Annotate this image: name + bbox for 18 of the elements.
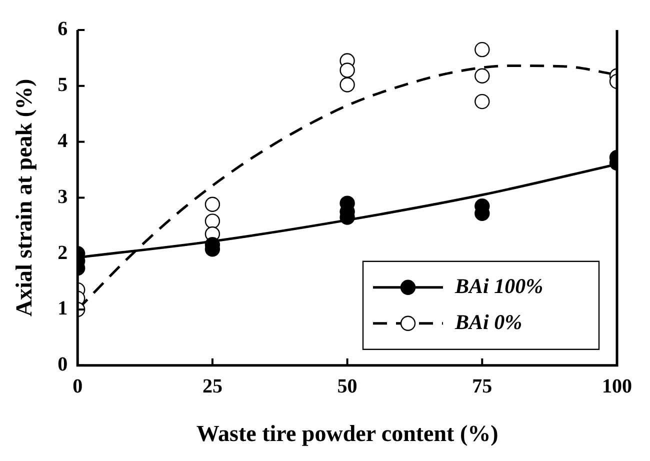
y-tick-label: 5 [58, 74, 68, 96]
x-tick-label: 25 [202, 376, 222, 398]
y-tick-label: 0 [58, 354, 68, 376]
x-tick-label: 75 [472, 376, 492, 398]
x-tick-label: 0 [72, 376, 83, 398]
y-tick-label: 2 [58, 242, 68, 264]
y-tick-label: 6 [58, 18, 68, 40]
x-tick-label: 100 [602, 376, 632, 398]
y-axis-title: Axial strain at peak (%) [12, 78, 37, 317]
legend-label: BAi 0% [454, 310, 522, 334]
point [340, 62, 355, 78]
x-axis-title: Waste tire powder content (%) [196, 421, 498, 446]
legend-label: BAi 100% [454, 274, 544, 298]
y-tick-label: 1 [58, 298, 68, 320]
point [340, 77, 355, 92]
y-tick-label: 4 [58, 130, 68, 152]
y-tick-label: 3 [58, 186, 68, 208]
x-tick-label: 50 [337, 376, 358, 398]
